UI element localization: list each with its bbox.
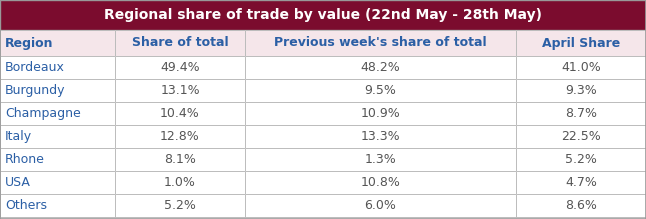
Text: 8.1%: 8.1%: [164, 153, 196, 166]
Bar: [245, 56, 516, 79]
Bar: [245, 171, 516, 194]
Bar: [115, 194, 245, 217]
Bar: [516, 102, 646, 125]
Bar: [516, 30, 646, 56]
Bar: [115, 148, 245, 171]
Bar: [115, 56, 245, 79]
Bar: [0, 79, 115, 102]
Bar: [0, 194, 115, 217]
Bar: [516, 194, 646, 217]
Bar: [115, 148, 245, 171]
Text: 12.8%: 12.8%: [160, 130, 200, 143]
Bar: [0, 148, 115, 171]
Text: Rhone: Rhone: [5, 153, 45, 166]
Bar: [115, 171, 245, 194]
Bar: [0, 125, 115, 148]
Bar: [245, 125, 516, 148]
Text: 5.2%: 5.2%: [164, 199, 196, 212]
Text: 4.7%: 4.7%: [565, 176, 597, 189]
Text: 49.4%: 49.4%: [160, 61, 200, 74]
Text: 10.4%: 10.4%: [160, 107, 200, 120]
Text: 22.5%: 22.5%: [561, 130, 601, 143]
Text: Regional share of trade by value (22nd May - 28th May): Regional share of trade by value (22nd M…: [104, 8, 542, 22]
Bar: [0, 0, 646, 30]
Bar: [245, 148, 516, 171]
Bar: [115, 56, 245, 79]
Text: 13.3%: 13.3%: [360, 130, 401, 143]
Text: Burgundy: Burgundy: [5, 84, 65, 97]
Bar: [115, 171, 245, 194]
Bar: [245, 171, 516, 194]
Bar: [516, 148, 646, 171]
Bar: [245, 30, 516, 56]
Bar: [0, 0, 646, 30]
Bar: [245, 56, 516, 79]
Bar: [245, 30, 516, 56]
Bar: [115, 79, 245, 102]
Text: Region: Region: [5, 37, 54, 49]
Bar: [245, 102, 516, 125]
Bar: [0, 30, 115, 56]
Bar: [0, 102, 115, 125]
Text: Champagne: Champagne: [5, 107, 81, 120]
Bar: [115, 30, 245, 56]
Bar: [115, 194, 245, 217]
Bar: [516, 125, 646, 148]
Bar: [0, 125, 115, 148]
Bar: [516, 194, 646, 217]
Text: 41.0%: 41.0%: [561, 61, 601, 74]
Text: 10.8%: 10.8%: [360, 176, 401, 189]
Bar: [115, 125, 245, 148]
Bar: [0, 148, 115, 171]
Text: Bordeaux: Bordeaux: [5, 61, 65, 74]
Text: 9.3%: 9.3%: [565, 84, 597, 97]
Text: 10.9%: 10.9%: [360, 107, 401, 120]
Text: 8.7%: 8.7%: [565, 107, 597, 120]
Bar: [245, 102, 516, 125]
Bar: [516, 30, 646, 56]
Text: USA: USA: [5, 176, 31, 189]
Text: Share of total: Share of total: [132, 37, 228, 49]
Bar: [516, 125, 646, 148]
Bar: [115, 102, 245, 125]
Text: Previous week's share of total: Previous week's share of total: [274, 37, 487, 49]
Bar: [115, 30, 245, 56]
Bar: [0, 79, 115, 102]
Text: 48.2%: 48.2%: [360, 61, 401, 74]
Text: 8.6%: 8.6%: [565, 199, 597, 212]
Bar: [0, 171, 115, 194]
Text: 6.0%: 6.0%: [364, 199, 397, 212]
Text: Italy: Italy: [5, 130, 32, 143]
Bar: [245, 125, 516, 148]
Bar: [115, 125, 245, 148]
Bar: [516, 102, 646, 125]
Bar: [245, 148, 516, 171]
Text: 9.5%: 9.5%: [364, 84, 397, 97]
Text: 1.3%: 1.3%: [364, 153, 397, 166]
Bar: [0, 56, 115, 79]
Bar: [0, 194, 115, 217]
Bar: [0, 102, 115, 125]
Text: April Share: April Share: [542, 37, 620, 49]
Bar: [245, 79, 516, 102]
Bar: [0, 30, 115, 56]
Bar: [516, 56, 646, 79]
Bar: [0, 171, 115, 194]
Text: 1.0%: 1.0%: [164, 176, 196, 189]
Bar: [516, 79, 646, 102]
Text: Others: Others: [5, 199, 47, 212]
Bar: [245, 194, 516, 217]
Bar: [245, 194, 516, 217]
Bar: [516, 171, 646, 194]
Bar: [516, 56, 646, 79]
Bar: [115, 79, 245, 102]
Bar: [516, 79, 646, 102]
Text: 5.2%: 5.2%: [565, 153, 597, 166]
Bar: [0, 56, 115, 79]
Bar: [115, 102, 245, 125]
Text: 13.1%: 13.1%: [160, 84, 200, 97]
Bar: [516, 171, 646, 194]
Bar: [245, 79, 516, 102]
Bar: [516, 148, 646, 171]
